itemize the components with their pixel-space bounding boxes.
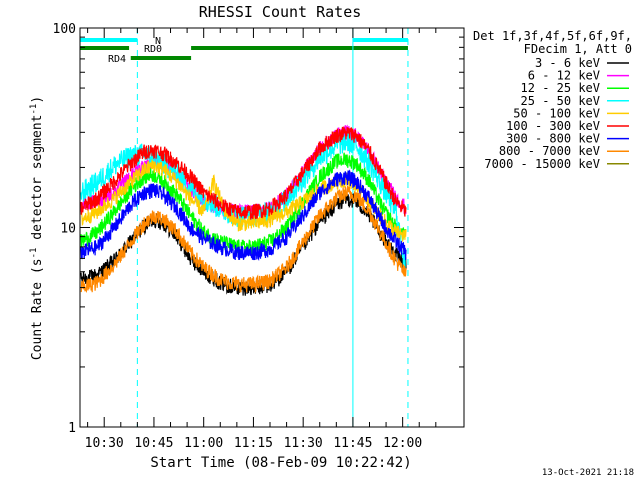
legend-label: 12 - 25 keV [521,81,600,95]
x-tick-label: 11:30 [284,436,323,451]
legend-label: 300 - 800 keV [506,132,600,146]
legend-header-line-2: FDecim 1, Att 0 [524,42,632,56]
timestamp: 13-Oct-2021 21:18 [542,468,634,478]
chart-title: RHESSI Count Rates [199,3,362,21]
series-line [80,126,407,220]
legend-label: 3 - 6 keV [535,56,600,70]
flag-label-rd0: RD0 [144,44,162,55]
flag-label-rd4: RD4 [108,54,126,65]
x-tick-label: 11:00 [184,436,223,451]
y-axis-label: Count Rate (s-1 detector segment-1) [29,96,45,360]
legend-label: 50 - 100 keV [513,106,600,120]
legend-label: 7000 - 15000 keV [484,157,600,171]
x-tick-label: 11:15 [234,436,273,451]
flag-label-n: N [155,36,161,47]
series-line [80,152,407,256]
y-tick-label: 10 [60,222,76,237]
legend-header-line-1: Det 1f,3f,4f,5f,6f,9f, [473,29,632,43]
x-tick-label: 10:30 [85,436,124,451]
x-tick-label: 11:45 [333,436,372,451]
x-tick-label: 12:00 [383,436,422,451]
series-line [80,169,407,261]
x-tick-label: 10:45 [134,436,173,451]
x-axis-label: Start Time (08-Feb-09 10:22:42) [150,455,411,471]
y-tick-label: 1 [68,421,76,436]
legend-label: 25 - 50 keV [521,94,600,108]
legend-label: 6 - 12 keV [528,69,600,83]
legend-label: 800 - 7000 keV [499,144,600,158]
legend: Det 1f,3f,4f,5f,6f,9f, FDecim 1, Att 0 3… [473,29,632,171]
axis-ticks: 1 10 100 10:30 10:45 11:00 11:15 11:30 11:45 12:0… [53,22,464,451]
y-tick-label: 100 [53,22,76,37]
legend-label: 100 - 300 keV [506,119,600,133]
series-line [80,184,407,294]
series-layer [80,124,407,296]
